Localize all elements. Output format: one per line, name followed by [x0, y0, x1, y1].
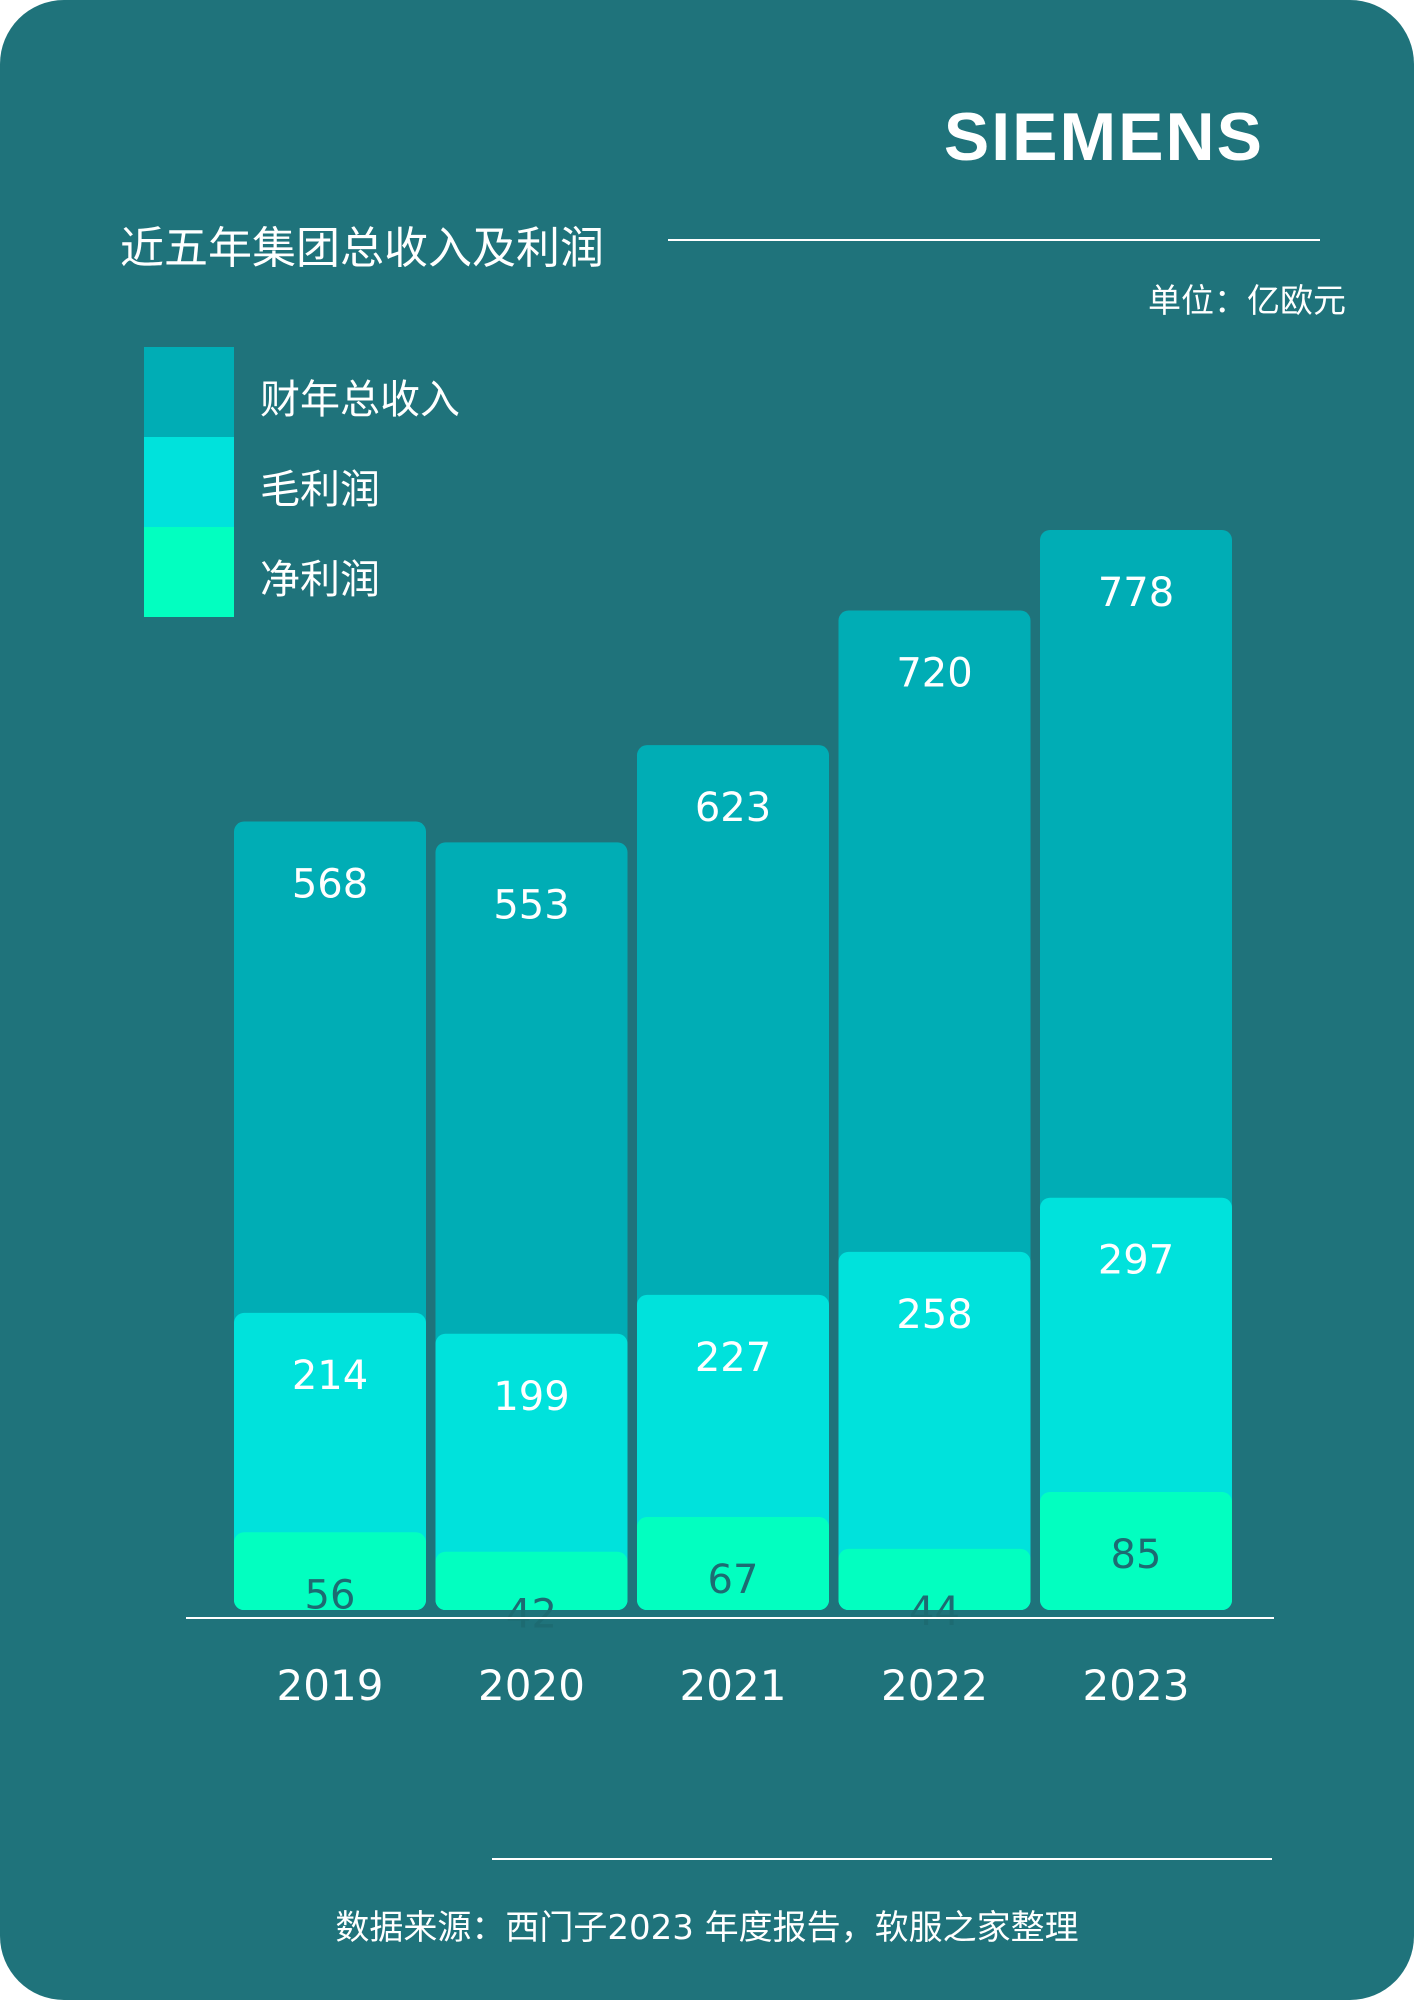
data-label-net-profit-2021: 67: [708, 1557, 759, 1603]
x-axis-tick-labels: 2019 2020 2021 2022 2023: [277, 1661, 1190, 1710]
legend-swatch-gross-profit: [144, 437, 234, 527]
x-tick-label-2021: 2021: [680, 1661, 787, 1710]
data-label-revenue-2021: 623: [695, 785, 771, 831]
x-tick-label-2023: 2023: [1083, 1661, 1190, 1710]
data-label-gross-profit-2021: 227: [695, 1335, 771, 1381]
x-tick-label-2019: 2019: [277, 1661, 384, 1710]
bars-layer: 568 214 56 553 199 42 623 227 67 720 258 44 778 297 85: [234, 530, 1232, 1638]
data-label-net-profit-2022: 44: [909, 1589, 960, 1635]
bar-gross-profit-2020: [435, 1333, 628, 1610]
legend-label-net-profit: 净利润: [260, 557, 380, 603]
legend-label-gross-profit: 毛利润: [260, 467, 380, 513]
bar-net-profit-2021: [637, 1516, 829, 1610]
data-label-revenue-2019: 568: [292, 862, 368, 908]
data-label-gross-profit-2023: 297: [1098, 1238, 1174, 1284]
bar-gross-profit-2022: [838, 1251, 1031, 1610]
x-tick-label-2020: 2020: [478, 1661, 585, 1710]
x-tick-label-2022: 2022: [881, 1661, 988, 1710]
bar-group-2021: 623 227 67: [637, 745, 829, 1610]
bar-net-profit-2023: [1040, 1492, 1232, 1610]
siemens-logo: SIEMENS: [943, 99, 1264, 175]
bar-net-profit-2022: [838, 1548, 1031, 1610]
data-label-revenue-2020: 553: [493, 882, 569, 928]
bar-net-profit-2020: [435, 1551, 628, 1610]
unit-label: 单位：亿欧元: [1148, 281, 1346, 320]
legend-swatch-net-profit: [144, 527, 234, 617]
data-label-net-profit-2020: 42: [506, 1592, 557, 1638]
source-note: 数据来源：西门子2023 年度报告，软服之家整理: [335, 1908, 1079, 1948]
data-label-revenue-2022: 720: [896, 651, 972, 697]
data-label-gross-profit-2020: 199: [493, 1374, 569, 1420]
data-label-net-profit-2019: 56: [305, 1572, 356, 1618]
bar-group-2019: 568 214 56: [234, 821, 426, 1618]
data-label-gross-profit-2019: 214: [292, 1353, 368, 1399]
data-label-revenue-2023: 778: [1098, 570, 1174, 616]
footer-divider: [492, 1858, 1272, 1860]
legend-label-revenue: 财年总收入: [260, 377, 460, 423]
bar-group-2023: 778 297 85: [1040, 530, 1232, 1610]
title-divider: [668, 239, 1320, 241]
bar-group-2020: 553 199 42: [435, 842, 628, 1638]
bar-net-profit-2019: [234, 1532, 426, 1610]
legend-swatch-revenue: [144, 347, 234, 437]
chart-title: 近五年集团总收入及利润: [120, 223, 604, 274]
bar-group-2022: 720 258 44: [838, 610, 1031, 1635]
data-label-gross-profit-2022: 258: [896, 1292, 972, 1338]
data-label-net-profit-2023: 85: [1111, 1532, 1162, 1578]
